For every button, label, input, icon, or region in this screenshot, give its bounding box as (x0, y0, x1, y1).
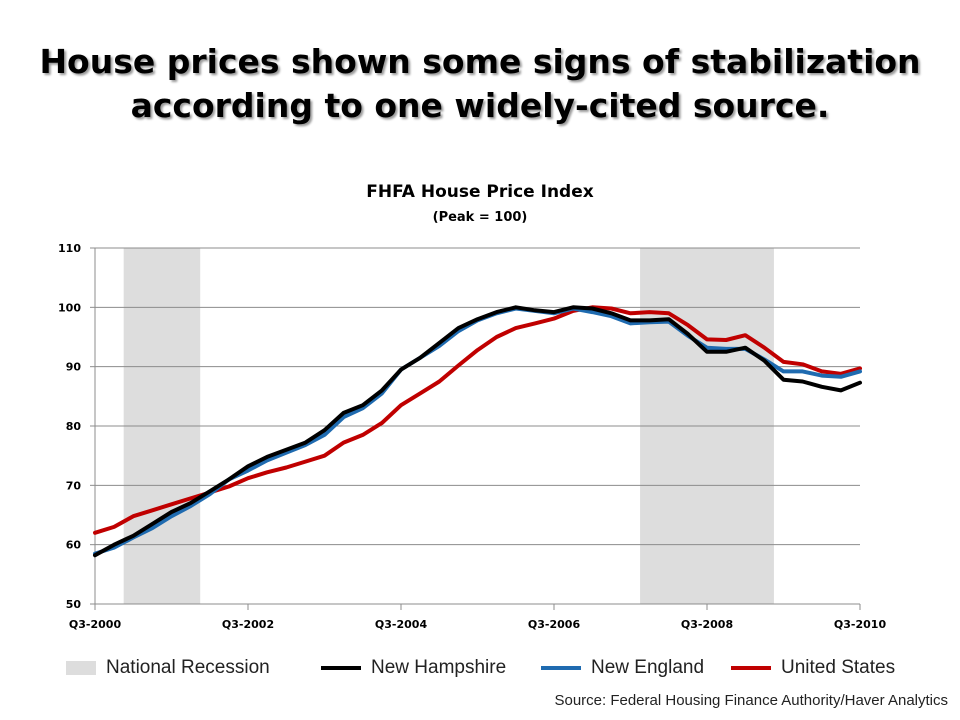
y-tick-label-60: 60 (66, 539, 82, 552)
legend-item-recession: National Recession (66, 655, 270, 681)
slide-title-line2: according to one widely-cited source. (130, 86, 830, 125)
legend-swatch-recession (66, 661, 96, 675)
x-tick-label-q3-2010: Q3-2010 (834, 618, 887, 631)
legend-swatch-new-hampshire (321, 666, 361, 670)
x-tick-label-q3-2002: Q3-2002 (222, 618, 274, 631)
y-tick-label-50: 50 (66, 598, 82, 611)
legend-swatch-united-states (731, 666, 771, 670)
series-line-united-states (93, 305, 862, 535)
legend-item-new-hampshire: New Hampshire (321, 655, 506, 681)
legend-swatch-new-england (541, 666, 581, 670)
chart-subtitle: (Peak = 100) (432, 210, 528, 225)
x-tick-label-q3-2006: Q3-2006 (528, 618, 581, 631)
legend-label-united-states: United States (781, 657, 896, 678)
chart-legend: National Recession New Hampshire New Eng… (66, 655, 926, 681)
slide-title-line1: House prices shown some signs of stabili… (39, 42, 921, 81)
source-note: Source: Federal Housing Finance Authorit… (554, 692, 948, 709)
y-tick-label-70: 70 (66, 479, 82, 492)
legend-item-new-england: New England (541, 655, 704, 681)
series-line-new-hampshire (93, 305, 862, 558)
y-tick-label-110: 110 (58, 242, 81, 255)
x-tick-label-q3-2000: Q3-2000 (69, 618, 122, 631)
slide-title: House prices shown some signs of stabili… (0, 40, 960, 128)
y-tick-label-100: 100 (58, 301, 81, 314)
x-tick-label-q3-2008: Q3-2008 (681, 618, 733, 631)
y-tick-label-90: 90 (66, 361, 82, 374)
legend-item-united-states: United States (731, 655, 895, 681)
y-tick-label-80: 80 (66, 420, 82, 433)
legend-label-recession: National Recession (106, 657, 270, 678)
x-tick-label-q3-2004: Q3-2004 (375, 618, 428, 631)
legend-label-new-england: New England (591, 657, 705, 678)
legend-label-new-hampshire: New Hampshire (371, 657, 507, 678)
chart-title: FHFA House Price Index (366, 182, 594, 202)
